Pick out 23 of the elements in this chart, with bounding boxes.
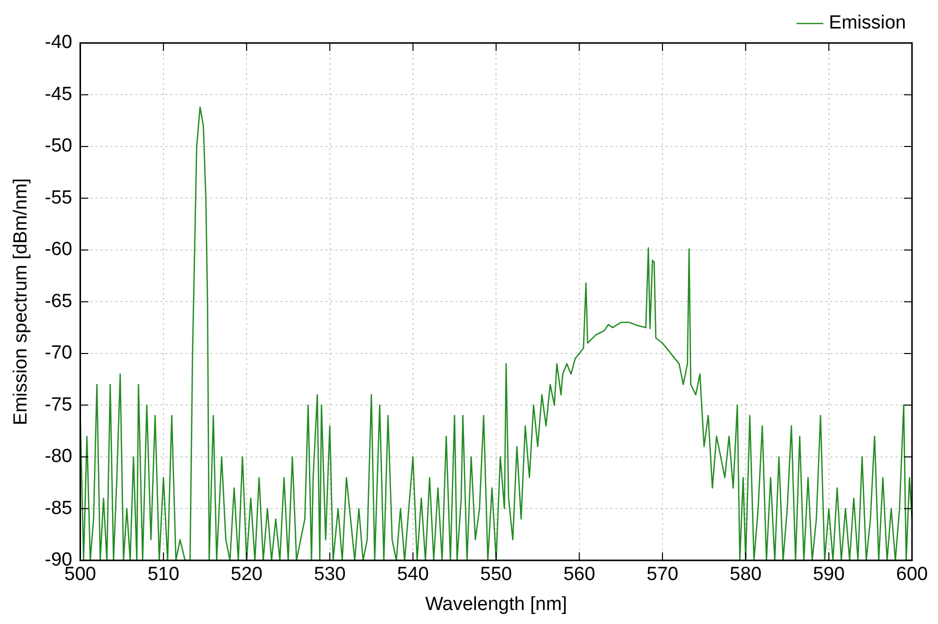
y-tick-label: -55 bbox=[44, 187, 72, 208]
y-tick-label: -70 bbox=[44, 342, 72, 364]
x-tick-label: 540 bbox=[397, 564, 429, 586]
legend-label: Emission bbox=[828, 12, 906, 34]
x-tick-label: 590 bbox=[812, 564, 845, 586]
x-tick-label: 520 bbox=[230, 564, 262, 586]
x-tick-label: 600 bbox=[896, 564, 928, 586]
y-tick-label: -40 bbox=[44, 32, 72, 54]
x-tick-label: 510 bbox=[148, 564, 180, 586]
x-tick-label: 530 bbox=[314, 564, 346, 586]
y-tick-label: -60 bbox=[44, 239, 72, 260]
y-tick-label: -75 bbox=[44, 394, 72, 416]
y-tick-label: -45 bbox=[44, 84, 72, 105]
y-axis-title: Emission spectrum [dBm/nm] bbox=[10, 178, 32, 426]
x-tick-label: 580 bbox=[730, 564, 762, 586]
x-tick-label: 560 bbox=[563, 564, 596, 586]
x-tick-label: 570 bbox=[646, 564, 678, 586]
x-axis-title: Wavelength [nm] bbox=[425, 594, 568, 615]
y-tick-label: -65 bbox=[44, 290, 72, 312]
y-tick-label: -50 bbox=[44, 136, 72, 157]
x-tick-label: 550 bbox=[480, 564, 512, 586]
y-tick-label: -80 bbox=[44, 446, 72, 468]
y-tick-label: -85 bbox=[44, 498, 72, 519]
